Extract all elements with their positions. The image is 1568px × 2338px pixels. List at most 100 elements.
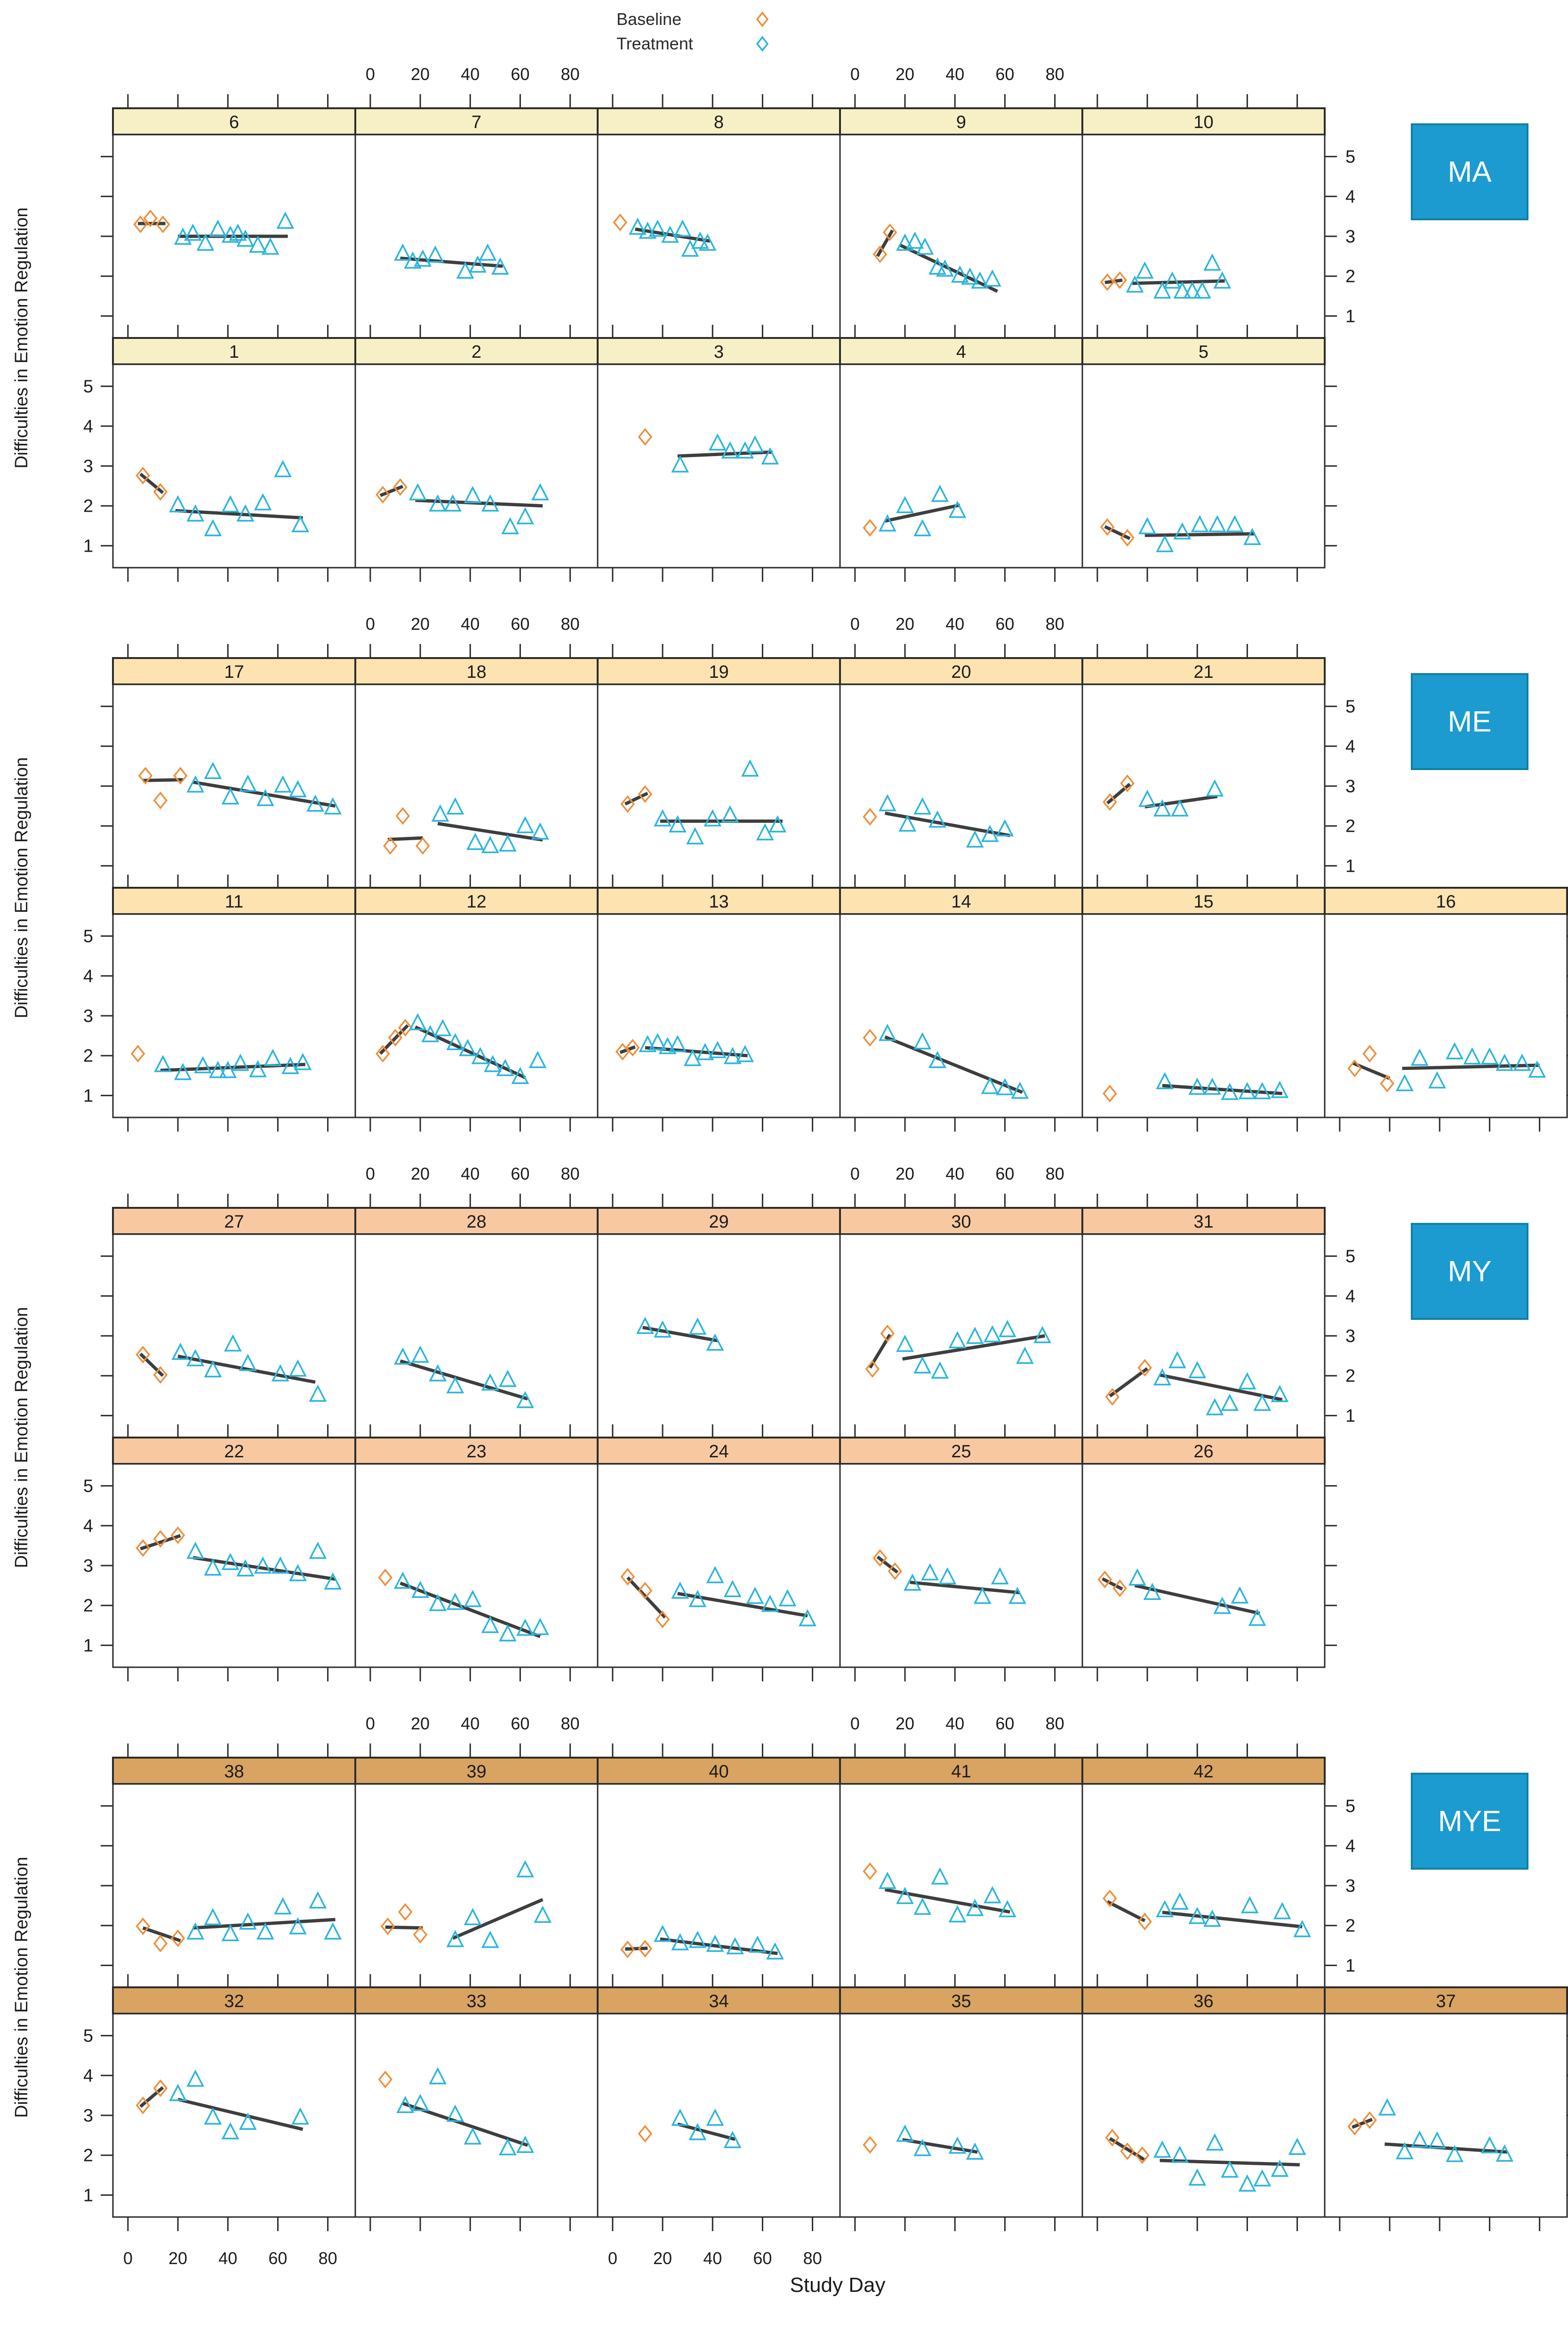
y-axis-title: Difficulties in Emotion Regulation	[12, 757, 32, 1019]
y-axis-label: 5	[1345, 1247, 1355, 1267]
y-axis-label: 5	[83, 377, 93, 397]
y-axis-label: 3	[83, 2106, 93, 2126]
y-axis-label: 1	[1345, 1406, 1355, 1426]
treatment-point	[254, 1556, 272, 1574]
treatment-point	[931, 1867, 949, 1885]
treatment-point	[1206, 2133, 1224, 2151]
strip-label: 1	[229, 342, 239, 362]
treatment-point	[1203, 253, 1221, 271]
baseline-point	[1362, 2111, 1377, 2129]
baseline-trend-line	[1352, 2118, 1373, 2129]
x-axis-label: 80	[1046, 64, 1064, 84]
treatment-point	[913, 797, 932, 815]
treatment-point	[951, 265, 969, 283]
y-axis-label: 2	[83, 1046, 93, 1066]
panel-frame	[112, 2013, 356, 2218]
y-axis-label: 3	[1345, 227, 1355, 247]
treatment-point	[498, 1624, 517, 1642]
strip-21	[1081, 657, 1326, 685]
strip-label: 20	[951, 662, 971, 682]
treatment-point	[948, 1905, 967, 1923]
treatment-point	[1191, 515, 1209, 532]
treatment-point	[766, 1942, 784, 1960]
treatment-point	[688, 1318, 707, 1335]
y-axis-label: 4	[83, 1516, 93, 1536]
treatment-point	[429, 2067, 447, 2085]
baseline-point	[1105, 1388, 1120, 1406]
panel-frame	[1081, 2013, 1326, 2218]
panel-22	[112, 1463, 356, 1668]
treatment-point	[261, 237, 280, 255]
panel-frame	[597, 683, 841, 889]
panel-12	[354, 913, 599, 1118]
treatment-point	[921, 1563, 939, 1581]
treatment-point	[896, 496, 914, 514]
baseline-point	[170, 1526, 185, 1544]
treatment-point	[879, 794, 896, 811]
treatment-point	[414, 249, 432, 267]
treatment-point	[154, 1055, 172, 1072]
treatment-point	[966, 1899, 984, 1916]
treatment-point	[239, 1354, 257, 1371]
treatment-point	[639, 221, 657, 239]
treatment-point	[931, 484, 949, 502]
strip-label: 9	[956, 112, 966, 132]
strip-6	[112, 107, 356, 136]
panel-frame	[597, 2013, 841, 2218]
treatment-point	[698, 233, 717, 251]
x-axis-label: 20	[411, 1164, 430, 1183]
treatment-point	[991, 1567, 1009, 1585]
treatment-point	[464, 2127, 482, 2145]
treatment-point	[966, 830, 984, 848]
panel-frame	[354, 1783, 599, 1988]
panel-frame	[112, 683, 356, 889]
treatment-point	[481, 494, 499, 512]
treatment-point	[1480, 1047, 1499, 1065]
treatment-point	[1208, 515, 1226, 532]
treatment-trend-line	[414, 1025, 526, 1079]
treatment-point	[913, 2139, 932, 2156]
treatment-point	[966, 1326, 984, 1344]
treatment-point	[654, 1925, 672, 1942]
treatment-point	[464, 486, 482, 503]
treatment-point	[938, 1567, 957, 1585]
treatment-trend-line	[437, 822, 543, 842]
baseline-trend-line	[385, 1925, 423, 1930]
treatment-point	[221, 225, 240, 243]
treatment-trend-line	[910, 1581, 1020, 1595]
treatment-point	[1033, 1326, 1051, 1343]
baseline-point	[1103, 1085, 1117, 1102]
treatment-point	[981, 1077, 999, 1094]
strip-label: 6	[229, 112, 239, 132]
strip-16	[1324, 887, 1568, 915]
treatment-point	[983, 1325, 1001, 1342]
treatment-point	[1240, 1896, 1259, 1913]
panel-2	[354, 363, 599, 569]
treatment-point	[408, 1013, 427, 1030]
baseline-point	[888, 1562, 903, 1580]
y-axis-label: 3	[1345, 1876, 1355, 1896]
baseline-point	[136, 2097, 150, 2114]
treatment-point	[276, 211, 295, 229]
treatment-point	[1288, 2137, 1306, 2155]
panel-frame	[839, 1783, 1083, 1988]
treatment-point	[661, 225, 679, 243]
treatment-point	[221, 787, 240, 805]
treatment-point	[271, 1556, 289, 1574]
treatment-point	[706, 1935, 724, 1952]
treatment-point	[1446, 1042, 1464, 1060]
treatment-point	[394, 243, 412, 261]
treatment-point	[1273, 1902, 1291, 1920]
strip-label: 17	[224, 662, 244, 682]
treatment-trend-line	[884, 811, 1010, 837]
strip-label: 15	[1193, 892, 1213, 912]
legend-label-baseline: Baseline	[616, 9, 682, 29]
treatment-point	[736, 1044, 754, 1062]
treatment-point	[239, 1912, 257, 1930]
group-label-box	[1411, 673, 1528, 770]
y-axis-label: 4	[1345, 1286, 1355, 1306]
treatment-point	[906, 231, 924, 249]
group-MA: 0 20 40 60 80 0 20 40 60 80 6 7 8 9 10 1 2 3 4 5 1 2 3 4 5 1 2 3 4 5 D…	[12, 64, 1528, 582]
panel-34	[597, 2013, 841, 2218]
